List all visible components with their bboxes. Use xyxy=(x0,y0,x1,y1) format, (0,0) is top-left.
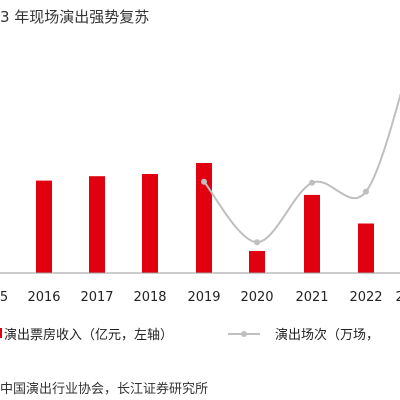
legend: 演出票房收入（亿元，左轴） 演出场次（万场， xyxy=(0,327,379,343)
bar-box-office xyxy=(196,163,212,273)
bar-box-office xyxy=(249,251,265,273)
point-performances xyxy=(363,188,369,195)
line-performances xyxy=(203,92,400,244)
bar-box-office xyxy=(358,223,374,273)
legend-line-marker xyxy=(241,331,247,337)
legend-label-box-office: 演出票房收入（亿元，左轴） xyxy=(4,327,173,343)
x-tick-label: 2016 xyxy=(27,290,60,305)
x-tick-label: 2023 xyxy=(395,290,400,305)
chart-title: 3 年现场演出强势复苏 xyxy=(0,8,149,26)
x-tick-label: 2017 xyxy=(80,290,113,305)
legend-bar-swatch xyxy=(0,328,2,338)
x-tick-label: 2022 xyxy=(349,290,382,305)
bar-box-office xyxy=(89,176,105,273)
x-tick-label: 2018 xyxy=(133,290,166,305)
x-tick-label: 2020 xyxy=(240,290,273,305)
x-tick-label: 2019 xyxy=(187,290,220,305)
bar-box-office xyxy=(142,174,158,273)
point-performances xyxy=(201,178,207,185)
point-performances xyxy=(254,239,260,246)
x-tick-labels: 5 2016 2017 2018 2019 2020 2021 2022 2023 xyxy=(0,290,400,305)
x-tick-label: 2021 xyxy=(295,290,328,305)
plot-area xyxy=(36,92,400,273)
legend-label-performances: 演出场次（万场， xyxy=(275,327,379,343)
bar-box-office xyxy=(36,180,52,273)
source-note: 中国演出行业协会，长江证券研究所 xyxy=(0,381,208,397)
x-tick-label: 5 xyxy=(0,290,8,305)
point-performances xyxy=(309,179,315,186)
bar-box-office xyxy=(304,194,320,273)
